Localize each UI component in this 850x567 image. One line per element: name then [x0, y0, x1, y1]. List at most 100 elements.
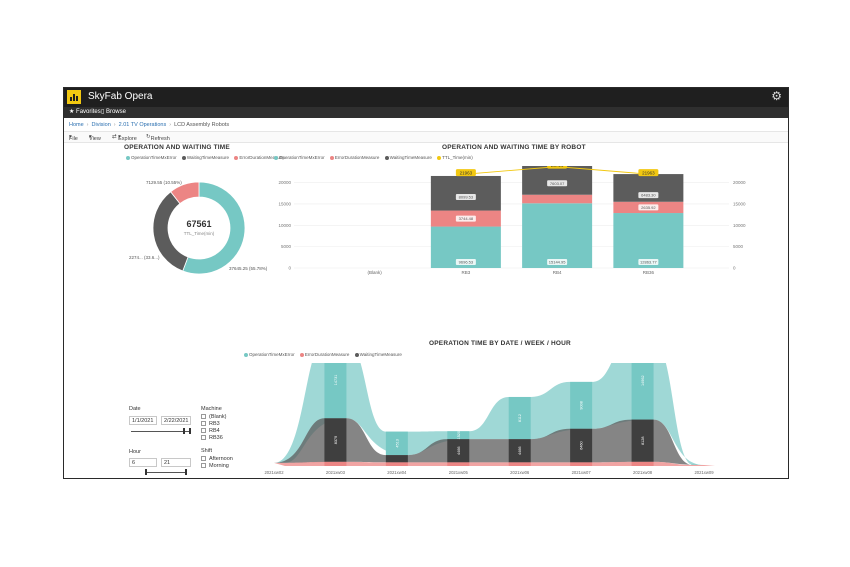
checkbox[interactable]: [201, 428, 206, 434]
area-operation[interactable]: [274, 363, 715, 465]
stream-bar-operation[interactable]: [447, 431, 470, 440]
donut-chart: 67561 TTL_Time(min) 7129.55 (10.55%) 227…: [129, 180, 268, 275]
stream-bar-operation[interactable]: [570, 381, 593, 429]
y-tick-label: 20000: [278, 180, 291, 185]
donut-center-value: 67561: [186, 219, 211, 229]
stream-bar-waiting[interactable]: [385, 455, 408, 463]
data-label-bg: [455, 193, 476, 200]
app-title: SkyFab Opera: [88, 91, 153, 102]
stream-bar-error[interactable]: [447, 462, 470, 466]
x-tick-label: (Blank): [367, 270, 382, 275]
stream-bar-waiting[interactable]: [508, 439, 531, 463]
data-label-bg: [638, 259, 659, 265]
stream-legend: OperationTimeMxError ErrorDurationMeasur…: [244, 352, 406, 357]
stream-bar-waiting[interactable]: [447, 439, 470, 463]
hour-from-input[interactable]: 6: [129, 458, 157, 467]
machine-option-rb4[interactable]: RB4: [201, 428, 220, 434]
legend-label: WaitingTimeMeasure: [186, 155, 230, 160]
x-tick-label: RB36: [643, 270, 655, 275]
legend-item-operation: OperationTimeMxError: [244, 352, 295, 357]
stream-bar-error[interactable]: [385, 462, 408, 466]
data-label: 6483.30: [641, 193, 656, 198]
stream-bar-error[interactable]: [631, 461, 654, 466]
stream-bar-operation[interactable]: [631, 363, 654, 420]
stream-bar-error[interactable]: [508, 462, 531, 466]
hour-to-input[interactable]: 21: [161, 458, 191, 467]
ttl-label-bg: [638, 169, 659, 177]
donut-slice-ErrorDurationMeasure[interactable]: [170, 181, 200, 205]
x-tick-label: 2021xw09: [694, 470, 714, 475]
date-slider-handle-end[interactable]: [189, 428, 191, 434]
data-label: 7603.07: [550, 181, 565, 186]
donut-slice-OperationTimeMxError[interactable]: [182, 181, 246, 275]
stream-label-operation: 14962: [641, 375, 645, 386]
date-to-input[interactable]: 2/22/2021: [161, 416, 191, 425]
hour-slider-handle-start[interactable]: [145, 469, 147, 475]
explore-menu-label: Explore: [118, 136, 137, 142]
shift-option-afternoon[interactable]: Afternoon: [201, 456, 233, 462]
shift-option-morning[interactable]: Morning: [201, 463, 229, 469]
donut-legend: OperationTimeMxError WaitingTimeMeasure …: [126, 155, 292, 160]
bar-segment-OperationTimeMxError[interactable]: [522, 203, 593, 268]
bar-segment-OperationTimeMxError[interactable]: [613, 213, 684, 268]
machine-option-rb3[interactable]: RB3: [201, 421, 220, 427]
refresh-button[interactable]: ↻ Refresh: [146, 134, 170, 142]
y-tick-label: 0: [288, 266, 291, 271]
stream-bar-operation[interactable]: [508, 396, 531, 440]
hour-slider-handle-end[interactable]: [185, 469, 187, 475]
area-error[interactable]: [274, 461, 715, 466]
view-menu[interactable]: View ▾: [89, 134, 101, 142]
data-label: 3744.48: [459, 216, 474, 221]
stream-bar-waiting[interactable]: [631, 419, 654, 462]
bar-segment-WaitingTimeMeasure[interactable]: [430, 175, 501, 211]
legend-dot: [384, 155, 389, 160]
legend-dot: [274, 155, 278, 160]
app-window: SkyFab Opera ⚙ ★ Favorites ▯ Browse Home…: [63, 87, 789, 479]
robot-chart-title: OPERATION AND WAITING TIME BY ROBOT: [442, 144, 586, 151]
stream-bar-waiting[interactable]: [570, 428, 593, 463]
stream-bar-operation[interactable]: [385, 431, 408, 456]
breadcrumb-division[interactable]: Division: [91, 122, 111, 128]
favorites-bar: ★ Favorites ▯ Browse: [64, 107, 788, 118]
checkbox[interactable]: [201, 456, 206, 462]
gear-icon[interactable]: ⚙: [771, 89, 782, 103]
data-label-bg: [547, 259, 568, 265]
breadcrumb-current: LCD Assembly Robots: [174, 122, 230, 128]
ttl-label-bg: [455, 169, 476, 177]
ttl-label: 23724: [551, 166, 564, 168]
legend-item-waiting: WaitingTimeMeasure: [181, 155, 230, 160]
y-tick-label: 15000: [278, 201, 291, 206]
machine-option-rb36[interactable]: RB36: [201, 435, 223, 441]
x-tick-label: 2021xw03: [326, 470, 346, 475]
data-label: 9696.53: [459, 260, 474, 265]
checkbox[interactable]: [201, 435, 206, 441]
robot-legend: OperationTimeMxError ErrorDurationMeasur…: [274, 155, 477, 160]
checkbox-label: RB4: [209, 428, 220, 434]
explore-menu[interactable]: ⇄ Explore ▾: [112, 134, 137, 142]
legend-dot: [329, 155, 334, 160]
file-menu[interactable]: File ▾: [69, 134, 78, 142]
bar-segment-ErrorDurationMeasure[interactable]: [522, 194, 593, 204]
date-slider-handle-start[interactable]: [183, 428, 185, 434]
legend-label: ErrorDurationMeasure: [334, 155, 380, 160]
x-tick-label: RB4: [553, 270, 562, 275]
stream-bar-error[interactable]: [570, 462, 593, 466]
breadcrumb-tv-operations[interactable]: 2.01 TV Operations: [118, 122, 167, 128]
checkbox[interactable]: [201, 463, 206, 469]
stream-bar-waiting[interactable]: [324, 418, 347, 462]
machine-option-blank[interactable]: (Blank): [201, 414, 226, 420]
favorites-button[interactable]: ★ Favorites: [69, 109, 101, 115]
data-label-bg: [547, 180, 568, 187]
legend-label: OperationTimeMxError: [131, 155, 177, 160]
date-slider-track: [131, 431, 191, 432]
breadcrumb-home[interactable]: Home: [69, 122, 84, 128]
area-waiting[interactable]: [274, 418, 715, 465]
stream-bar-operation[interactable]: [324, 363, 347, 419]
browse-button[interactable]: ▯ Browse: [101, 109, 126, 115]
date-from-input[interactable]: 1/1/2021: [129, 416, 157, 425]
stream-label-waiting: 4466: [457, 447, 461, 455]
checkbox[interactable]: [201, 421, 206, 427]
stream-bar-error[interactable]: [324, 461, 347, 466]
checkbox[interactable]: [201, 414, 206, 420]
ttl-label-bg: [547, 166, 568, 169]
